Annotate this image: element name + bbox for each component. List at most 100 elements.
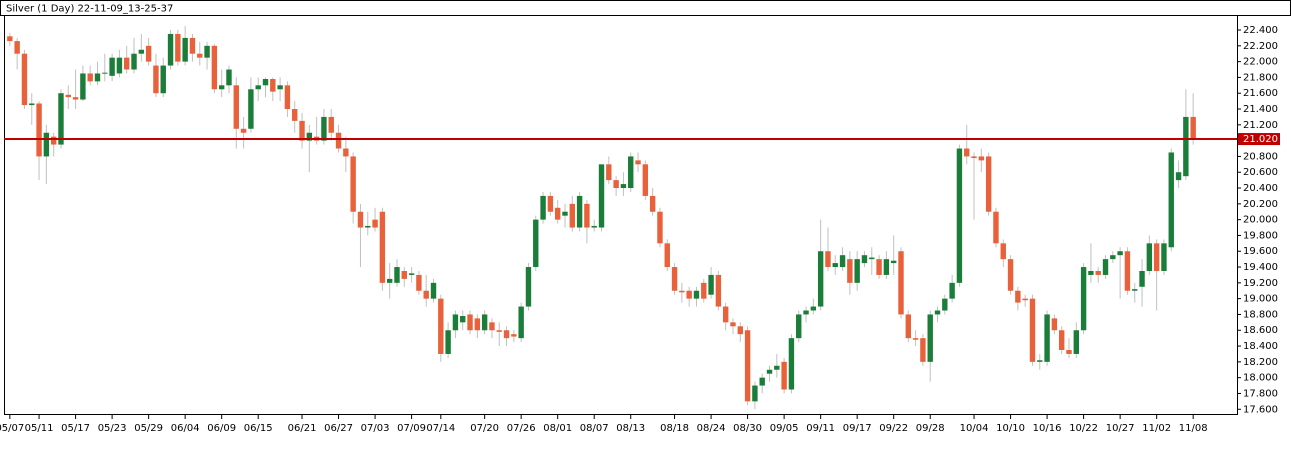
x-tick-label: 06/04 — [171, 423, 200, 434]
candle-body — [496, 330, 502, 332]
candle-body — [642, 164, 649, 196]
y-tick-label: 18.000 — [1243, 373, 1278, 384]
candle-body — [1073, 330, 1080, 354]
candle-body — [1015, 290, 1021, 303]
y-tick-label: 18.200 — [1243, 357, 1278, 368]
candle-body — [861, 255, 868, 264]
candle-body — [1161, 243, 1167, 271]
candle-body — [752, 385, 758, 402]
candle-body — [613, 180, 619, 189]
candle-body — [29, 103, 35, 106]
y-tick-label: 22.400 — [1243, 25, 1278, 36]
candle-body — [452, 314, 459, 331]
candle-body — [934, 310, 941, 315]
x-tick-label: 07/14 — [426, 423, 455, 434]
candle-body — [430, 282, 437, 299]
x-tick-label: 11/08 — [1179, 423, 1208, 434]
candle-body — [467, 314, 473, 331]
candle-body — [240, 128, 247, 133]
candle-body — [664, 243, 670, 268]
candle-body — [255, 85, 261, 90]
candle-body — [197, 53, 203, 58]
candle-body — [153, 65, 159, 94]
x-tick-label: 05/07 — [0, 423, 24, 434]
candle-body — [869, 257, 875, 260]
candle-body — [408, 273, 415, 275]
candle-body — [1153, 243, 1160, 271]
candle-body — [1022, 298, 1028, 301]
candle-body — [985, 156, 992, 212]
candle-body — [335, 132, 342, 149]
candle-body — [102, 72, 108, 74]
candle-body — [1080, 267, 1087, 331]
candle-body — [686, 290, 692, 299]
x-tick-label: 06/09 — [207, 423, 236, 434]
y-tick-label: 18.800 — [1243, 309, 1278, 320]
candle-body — [912, 338, 919, 340]
candle-body — [533, 219, 539, 268]
candle-body — [766, 369, 773, 374]
x-tick-label: 10/27 — [1106, 423, 1135, 434]
candle-body — [372, 219, 378, 228]
candle-body — [160, 65, 166, 94]
candle-body — [525, 267, 532, 307]
candle-body — [1168, 152, 1174, 248]
candle-body — [839, 255, 846, 268]
candle-body — [1029, 298, 1036, 362]
candle-body — [481, 314, 488, 331]
candle-body — [175, 33, 181, 62]
candle-body — [730, 322, 736, 327]
candle-body — [1088, 270, 1094, 275]
candle-body — [1117, 251, 1123, 256]
candle-body — [124, 57, 130, 70]
candle-body — [1146, 243, 1153, 271]
x-tick-label: 07/03 — [361, 423, 390, 434]
candle-body — [321, 116, 327, 141]
candle-body — [80, 73, 86, 100]
candle-body — [270, 78, 276, 92]
x-tick-label: 08/07 — [580, 423, 609, 434]
candle-body — [262, 78, 269, 86]
x-tick-label: 05/17 — [61, 423, 90, 434]
candle-body — [854, 259, 860, 283]
candle-body — [423, 290, 429, 299]
candle-body — [489, 322, 495, 331]
candle-body — [511, 334, 517, 337]
candle-body — [810, 306, 817, 311]
candle-body — [1066, 350, 1072, 354]
x-tick-label: 09/17 — [843, 423, 872, 434]
y-tick-label: 20.800 — [1243, 151, 1278, 162]
x-tick-label: 09/11 — [806, 423, 835, 434]
candle-body — [94, 73, 101, 82]
candle-body — [138, 49, 145, 54]
candle-body — [628, 156, 634, 189]
x-tick-label: 08/01 — [543, 423, 572, 434]
candle-body — [14, 41, 20, 54]
candle-body — [993, 211, 999, 244]
candle-body — [715, 274, 722, 307]
y-tick-label: 17.800 — [1243, 388, 1278, 399]
candle-body — [788, 338, 795, 390]
candle-body — [1175, 172, 1182, 181]
candle-body — [328, 116, 334, 133]
candle-body — [781, 361, 787, 390]
y-tick-label: 18.400 — [1243, 341, 1278, 352]
x-tick-label: 06/21 — [288, 423, 317, 434]
candle-body — [131, 53, 137, 70]
candle-body — [1139, 270, 1145, 287]
candle-body — [21, 53, 28, 106]
candle-body — [905, 314, 911, 339]
candle-body — [1058, 330, 1065, 351]
title-box — [0, 0, 1291, 16]
candle-body — [299, 120, 305, 141]
candle-body — [474, 318, 481, 331]
candle-body — [218, 85, 225, 90]
y-tick-label: 20.000 — [1243, 215, 1278, 226]
y-tick-label: 21.600 — [1243, 88, 1278, 99]
candle-body — [876, 259, 882, 275]
candle-body — [394, 267, 400, 283]
candle-body — [350, 156, 356, 212]
candle-body — [226, 69, 232, 86]
